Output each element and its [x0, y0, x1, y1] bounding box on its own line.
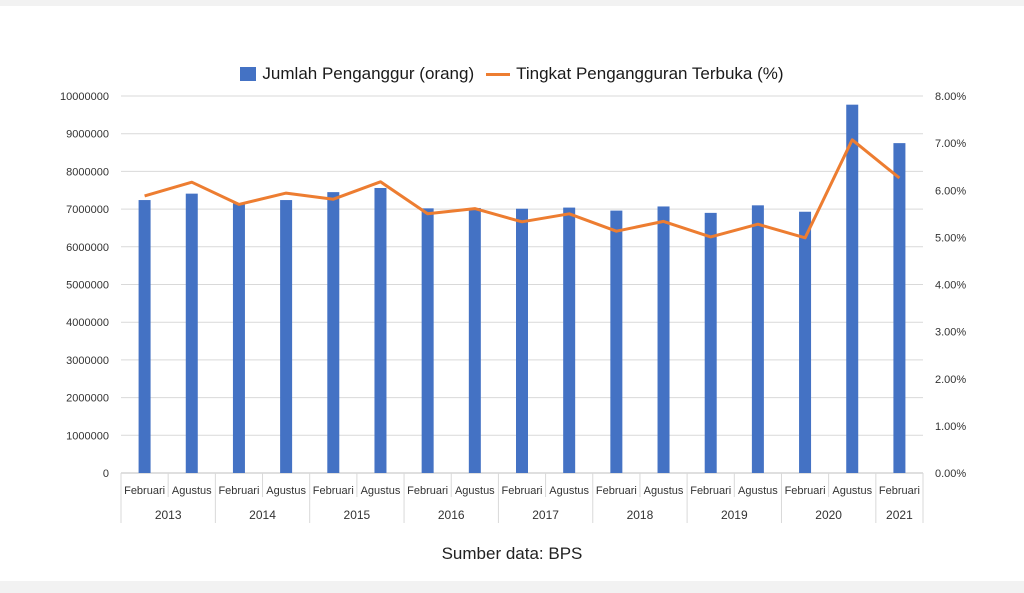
y-right-tick-label: 0.00%: [935, 468, 966, 480]
bar: [704, 212, 717, 473]
bar: [846, 104, 859, 474]
y-left-tick-label: 2000000: [66, 393, 109, 405]
year-label: 2015: [344, 508, 371, 522]
x-tick-label: Agustus: [361, 485, 401, 497]
y-right-tick-label: 1.00%: [935, 421, 966, 433]
legend-item-line: Tingkat Pengangguran Terbuka (%): [486, 64, 784, 84]
year-label: 2017: [532, 508, 559, 522]
bar: [516, 208, 528, 473]
x-tick-label: Februari: [596, 485, 637, 497]
x-tick-label: Agustus: [832, 485, 872, 497]
x-tick-label: Februari: [124, 485, 165, 497]
year-label: 2018: [627, 508, 654, 522]
bar: [799, 211, 812, 473]
y-right-tick-label: 2.00%: [935, 374, 966, 386]
bar: [421, 208, 434, 473]
x-tick-label: Agustus: [172, 485, 212, 497]
bar: [138, 200, 151, 473]
bar: [751, 205, 764, 473]
y-left-tick-label: 1000000: [66, 430, 109, 442]
bar: [280, 200, 293, 473]
x-tick-label: Februari: [407, 485, 448, 497]
legend-line-swatch: [486, 72, 511, 76]
x-tick-label: Februari: [879, 485, 920, 497]
y-right-tick-label: 6.00%: [935, 185, 966, 197]
x-tick-label: Agustus: [644, 485, 684, 497]
bar: [374, 187, 387, 473]
bar: [610, 210, 623, 473]
y-left-tick-label: 0: [103, 468, 109, 480]
y-left-tick-label: 9000000: [66, 129, 109, 141]
y-left-tick-label: 10000000: [60, 91, 109, 103]
bar: [468, 207, 481, 473]
x-tick-label: Agustus: [738, 485, 778, 497]
legend-bar-label: Jumlah Penganggur (orang): [262, 64, 475, 83]
y-left-tick-label: 3000000: [66, 355, 109, 367]
y-right-tick-label: 7.00%: [935, 138, 966, 150]
bar: [563, 207, 576, 474]
bar: [893, 143, 906, 473]
y-right-tick-label: 8.00%: [935, 91, 966, 103]
y-left-tick-label: 4000000: [66, 317, 109, 329]
x-tick-label: Februari: [218, 485, 259, 497]
bar: [327, 192, 340, 473]
year-label: 2013: [155, 508, 182, 522]
rate-line: [144, 138, 901, 240]
x-tick-label: Agustus: [549, 485, 589, 497]
y-left-tick-label: 5000000: [66, 280, 109, 292]
legend-line-label: Tingkat Pengangguran Terbuka (%): [516, 64, 784, 83]
x-tick-label: Februari: [785, 485, 826, 497]
chart-legend: Jumlah Penganggur (orang) Tingkat Pengan…: [0, 64, 1024, 84]
y-left-tick-label: 6000000: [66, 242, 109, 254]
year-label: 2019: [721, 508, 748, 522]
x-tick-label: Februari: [690, 485, 731, 497]
y-right-tick-label: 3.00%: [935, 327, 966, 339]
year-label: 2020: [815, 508, 842, 522]
source-note: Sumber data: BPS: [441, 544, 583, 563]
x-tick-label: Agustus: [455, 485, 495, 497]
combo-chart: 0 1000000 2000000 3000000 4000000 5000000 6000…: [60, 91, 966, 523]
bar: [232, 203, 245, 473]
bar: [185, 193, 198, 473]
y-right-tick-label: 5.00%: [935, 232, 966, 244]
legend-bar-swatch: [240, 67, 257, 81]
y-left-tick-label: 7000000: [66, 204, 109, 216]
year-label: 2014: [249, 508, 276, 522]
year-label: 2016: [438, 508, 465, 522]
legend-item-bar: Jumlah Penganggur (orang): [240, 64, 474, 84]
chart-card: Jumlah Penganggur (orang) Tingkat Pengan…: [0, 6, 1024, 581]
x-tick-label: Februari: [313, 485, 354, 497]
bar: [657, 206, 670, 473]
x-tick-label: Agustus: [266, 485, 306, 497]
y-right-tick-label: 4.00%: [935, 280, 966, 292]
year-label: 2021: [886, 508, 913, 522]
x-tick-label: Februari: [502, 485, 543, 497]
y-left-tick-label: 8000000: [66, 166, 109, 178]
